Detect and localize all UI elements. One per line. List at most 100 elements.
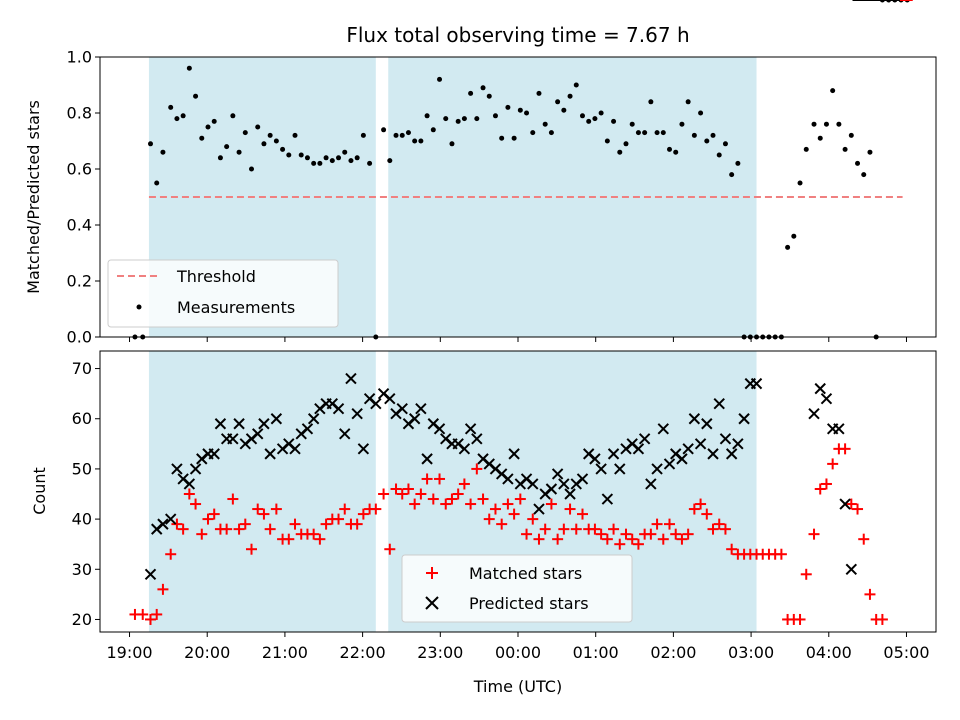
ratio-y-axis-label: Matched/Predicted stars <box>24 100 43 294</box>
matched-point <box>483 513 495 525</box>
matched-point <box>514 493 526 505</box>
measurement-point <box>424 113 430 119</box>
predicted-point <box>339 428 351 440</box>
predicted-point <box>357 443 370 455</box>
x-axis-label: Time (UTC) <box>473 677 562 696</box>
measurement-point <box>486 93 492 99</box>
matched-point <box>808 528 820 540</box>
ratio-series <box>132 0 910 340</box>
counts-legend-box <box>401 554 633 623</box>
measurement-point <box>492 113 498 119</box>
measurement-point <box>679 121 685 127</box>
predicted-point <box>164 513 177 525</box>
measurement-point <box>654 130 660 136</box>
y-tick-label: 40 <box>72 510 92 529</box>
matched-point <box>570 523 582 535</box>
predicted-point <box>421 453 433 465</box>
counts-y-axis-label: Count <box>30 467 49 515</box>
measurement-point <box>785 244 791 250</box>
measurement-point <box>517 107 523 113</box>
measurement-point <box>691 132 697 138</box>
measurement-point <box>180 113 186 119</box>
measurement-point <box>367 160 373 166</box>
measurement-point <box>412 138 418 144</box>
matched-point <box>465 498 477 510</box>
matched-point <box>246 543 258 555</box>
predicted-point <box>464 423 477 435</box>
measurement-point <box>354 155 360 161</box>
matched-point <box>545 498 557 510</box>
y-tick-label: 30 <box>72 560 92 579</box>
predicted-point <box>189 463 202 475</box>
predicted-point <box>458 443 471 455</box>
measurement-point <box>648 99 654 105</box>
matched-point <box>165 548 177 560</box>
counts-legend: Matched stars Predicted stars <box>401 554 633 623</box>
measurement-point <box>555 99 561 105</box>
measurement-point <box>211 118 217 124</box>
predicted-point <box>638 433 651 445</box>
measurement-point <box>542 121 548 127</box>
matched-point <box>701 508 713 520</box>
y-tick-label: 0.4 <box>67 216 92 235</box>
predicted-point <box>289 443 301 455</box>
measurement-point <box>530 130 536 136</box>
measurement-point <box>842 146 848 152</box>
measurement-point <box>660 130 666 136</box>
predicted-point <box>732 438 744 450</box>
predicted-point <box>645 478 657 490</box>
measurement-point <box>455 118 461 124</box>
predicted-point <box>839 498 851 510</box>
matched-point <box>814 483 826 495</box>
predicted-point <box>307 413 320 425</box>
measurements-legend-marker <box>136 304 142 310</box>
predicted-point <box>233 418 245 430</box>
measurement-point <box>861 172 867 178</box>
measurement-point <box>673 149 679 155</box>
measurement-point <box>230 113 236 119</box>
matched-point <box>402 483 414 495</box>
measurement-point <box>791 233 797 239</box>
x-tick-label: 21:00 <box>262 643 308 662</box>
ratio-y-ticks: 0.0 0.2 0.4 0.6 0.8 1.0 <box>67 48 100 347</box>
ratio-x-ticks <box>129 337 907 342</box>
predicted-point <box>171 463 183 475</box>
matched-point <box>357 508 369 520</box>
matched-point <box>608 523 620 535</box>
matched-point <box>614 538 626 550</box>
measurement-point <box>217 155 223 161</box>
measurement-point <box>505 104 511 110</box>
measurement-point <box>381 127 387 133</box>
predicted-point <box>614 463 626 475</box>
matched-legend-marker <box>426 567 438 579</box>
measurement-point <box>360 132 366 138</box>
predicted-point <box>663 458 676 470</box>
measurement-point <box>480 85 486 91</box>
measurement-point <box>836 121 842 127</box>
matched-point <box>664 518 676 530</box>
measurement-point <box>205 124 211 130</box>
predicted-point <box>701 418 713 430</box>
matched-point <box>496 518 508 530</box>
matched-point <box>264 523 276 535</box>
matched-point <box>521 528 533 540</box>
predicted-legend-label: Predicted stars <box>469 594 589 613</box>
measurement-point <box>273 138 279 144</box>
matched-point <box>171 518 183 530</box>
measurement-point <box>698 110 704 116</box>
measurement-point <box>148 141 154 147</box>
predicted-point <box>264 448 276 460</box>
measurement-point <box>817 135 823 141</box>
predicted-point <box>545 483 558 495</box>
predicted-point <box>564 488 576 500</box>
measurement-point <box>867 149 873 155</box>
predicted-point <box>471 433 483 445</box>
measurement-point <box>249 166 255 172</box>
measurement-point <box>704 138 710 144</box>
y-tick-label: 0.6 <box>67 160 92 179</box>
measurement-point <box>474 116 480 122</box>
measurement-point <box>261 141 267 147</box>
predicted-point <box>632 443 645 455</box>
x-tick-label: 23:00 <box>417 643 463 662</box>
